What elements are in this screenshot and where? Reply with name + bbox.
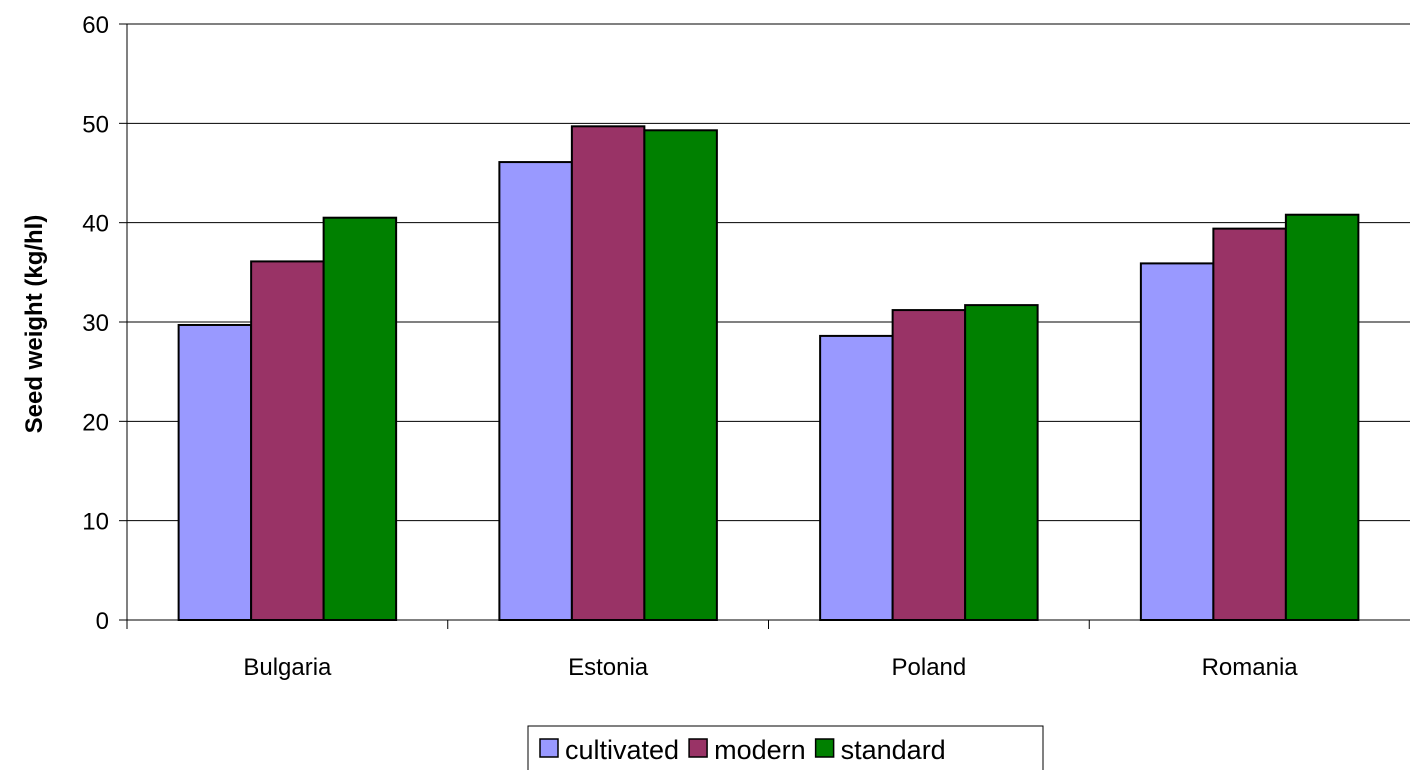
y-tick-label: 60 — [82, 12, 109, 39]
x-tick-label: Romania — [1202, 654, 1299, 681]
y-tick-labels: 0 10 20 30 40 50 60 — [82, 12, 109, 635]
legend-label-standard: standard — [841, 735, 946, 765]
legend-swatch-standard — [814, 738, 835, 758]
legend-label-modern: modern — [714, 735, 806, 765]
y-tick-label: 0 — [96, 608, 109, 635]
bar-standard-poland — [964, 304, 1039, 621]
bar-standard-estonia — [643, 129, 718, 622]
x-tick-label: Bulgaria — [243, 654, 332, 681]
y-tick-label: 40 — [82, 211, 109, 238]
y-tick-label: 10 — [82, 509, 109, 536]
bar-standard-romania — [1284, 213, 1360, 621]
bar-standard-bulgaria — [322, 216, 398, 621]
x-tick-label: Poland — [892, 654, 967, 681]
legend-swatch-cultivated — [539, 738, 559, 758]
bar-modern-estonia — [570, 125, 646, 622]
bar-cultivated-bulgaria — [177, 323, 253, 621]
x-tick-labels: Bulgaria Estonia Poland Romania — [243, 654, 1298, 681]
bars — [177, 125, 1360, 622]
y-tick-label: 20 — [82, 409, 109, 436]
bar-cultivated-poland — [819, 334, 894, 621]
bar-modern-romania — [1212, 227, 1287, 621]
legend-swatch-modern — [688, 738, 708, 758]
bar-cultivated-estonia — [498, 161, 573, 621]
y-tick-label: 30 — [82, 310, 109, 337]
y-tick-label: 50 — [82, 111, 109, 138]
axes — [119, 23, 1410, 629]
legend: cultivated modern standard — [527, 725, 1044, 773]
y-axis-label: Seed weight (kg/hl) — [21, 215, 48, 434]
bar-modern-poland — [891, 309, 967, 621]
x-tick-label: Estonia — [568, 654, 649, 681]
bar-cultivated-romania — [1139, 262, 1215, 621]
bar-modern-bulgaria — [250, 260, 325, 621]
legend-label-cultivated: cultivated — [565, 735, 679, 765]
legend-box — [527, 725, 1044, 773]
